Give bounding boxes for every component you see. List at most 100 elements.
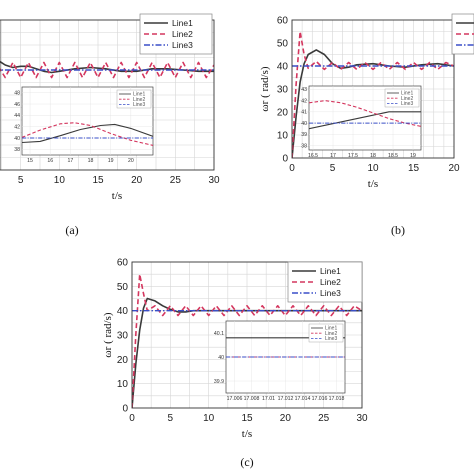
chart-b-frame — [291, 19, 455, 159]
chart-a-inset-legend-label: Line3 — [133, 102, 145, 108]
chart-b-ytick-label: 0 — [282, 154, 288, 165]
chart-b-xtick-label: 15 — [408, 163, 420, 174]
chart-b-inset-legend-label: Line2 — [401, 96, 413, 102]
chart-b-inset-legend-label: Line3 — [401, 101, 413, 107]
chart-c: 0 5 10 15 20 25 30 0 10 20 30 40 50 60 t/s ωr ( rad/s) L… — [102, 258, 368, 470]
chart-b-inset-xtick-label: 16.5 — [308, 153, 318, 159]
chart-b-legend-box — [451, 13, 474, 55]
chart-b-xtick-label: 5 — [330, 163, 336, 174]
chart-b-inset-xtick-label: 17.5 — [348, 153, 358, 159]
chart-c-xlabel: t/s — [242, 428, 252, 440]
chart-b-caption: (b) — [391, 223, 405, 237]
chart-c-plot — [132, 273, 362, 408]
chart-a-inset-legend-box — [116, 89, 152, 109]
chart-b-inset-xtick-label: 19 — [410, 153, 416, 159]
chart-b-inset-xtick-label: 17 — [330, 153, 336, 159]
chart-c-inset-xtick-label: 17.016 — [312, 396, 328, 402]
chart-b-plot — [292, 30, 454, 158]
chart-b-ytick-label: 60 — [277, 16, 289, 27]
chart-b-inset-legend-label: Line1 — [401, 91, 413, 97]
chart-b-ytick-label: 50 — [277, 39, 289, 50]
chart-a-inset-ytick-label: 46 — [14, 102, 20, 108]
chart-c-ylabel: ωr ( rad/s) — [102, 312, 114, 357]
chart-b-ytick-label: 30 — [277, 85, 289, 96]
chart-c-ytick-label: 30 — [117, 331, 129, 342]
chart-c-xtick-label: 20 — [280, 413, 292, 424]
chart-a-series-line1 — [0, 60, 214, 74]
chart-b-xtick-label: 10 — [367, 163, 379, 174]
chart-c-ytick-label: 40 — [117, 306, 129, 317]
chart-b-ytick-label: 40 — [277, 62, 289, 73]
chart-c-xtick-label: 30 — [356, 413, 368, 424]
chart-a-inset-series-line2 — [22, 122, 153, 146]
chart-b-inset: 16.5 17 17.5 18 18.5 19 38 39 40 41 42 43 Line1Line2… — [301, 85, 422, 159]
chart-c-inset-xtick-label: 17.018 — [329, 396, 345, 402]
chart-c-xtick-label: 10 — [203, 413, 215, 424]
chart-a-xlabel: t/s — [112, 190, 122, 202]
chart-a-caption: (a) — [65, 223, 78, 237]
chart-c-inset-xtick-label: 17.012 — [278, 396, 294, 402]
chart-c-inset: 17.006 17.008 17.01 17.012 17.014 17.016 17.01… — [214, 320, 346, 402]
chart-a-inset-ytick-label: 40 — [14, 136, 20, 142]
chart-a-xtick-label: 10 — [54, 175, 66, 186]
chart-a-inset-ytick-label: 44 — [14, 113, 20, 119]
chart-b-inset-ytick-label: 40 — [301, 121, 307, 127]
chart-c-inset-legend-label: Line1 — [325, 326, 337, 332]
chart-a-inset-legend-label: Line2 — [133, 97, 145, 103]
chart-a-frame — [0, 19, 215, 171]
chart-c-ytick-label: 20 — [117, 355, 129, 366]
chart-c-inset-legend-box — [308, 323, 344, 343]
chart-a-legend-label: Line1 — [172, 18, 193, 28]
chart-a-plot — [0, 60, 214, 79]
chart-b-ytick-label: 20 — [277, 108, 289, 119]
chart-b-ylabel: ωr ( rad/s) — [259, 66, 271, 111]
chart-c-inset-xtick-label: 17.008 — [244, 396, 260, 402]
chart-a-inset-xtick-label: 19 — [108, 158, 114, 164]
chart-b: 0 5 10 15 20 0 10 20 30 40 50 60 t/s ωr ( rad/s) 16.5 1… — [259, 13, 474, 237]
chart-b-inset-ytick-label: 38 — [301, 143, 307, 149]
chart-c-inset-ytick-label: 40 — [218, 355, 224, 361]
chart-c-legend-label: Line1 — [320, 266, 341, 276]
chart-b-inset-ytick-label: 42 — [301, 98, 307, 104]
chart-c-inset-xtick-label: 17.006 — [227, 396, 243, 402]
chart-c-xtick-label: 15 — [241, 413, 253, 424]
chart-a-xtick-label: 30 — [208, 175, 220, 186]
chart-c-ytick-label: 60 — [117, 258, 129, 269]
chart-a-inset-xtick-label: 17 — [67, 158, 73, 164]
chart-b-inset-xtick-label: 18 — [370, 153, 376, 159]
chart-a-legend-label: Line2 — [172, 29, 193, 39]
chart-b-inset-xtick-label: 18.5 — [388, 153, 398, 159]
chart-c-ytick-label: 0 — [122, 404, 128, 415]
chart-c-xtick-label: 5 — [168, 413, 174, 424]
chart-b-inset-plot — [309, 100, 421, 130]
chart-c-ytick-label: 50 — [117, 282, 129, 293]
chart-b-ytick-label: 10 — [277, 131, 289, 142]
chart-c-ytick-label: 10 — [117, 379, 129, 390]
chart-c-xtick-label: 0 — [129, 413, 135, 424]
chart-a-xtick-label: 5 — [18, 175, 24, 186]
chart-b-inset-ytick-label: 39 — [301, 132, 307, 138]
chart-b-xtick-label: 0 — [289, 163, 295, 174]
chart-c-frame — [131, 261, 363, 409]
chart-c-inset-xtick-label: 17.01 — [262, 396, 275, 402]
chart-a-xtick-label: 15 — [92, 175, 104, 186]
chart-c-inset-ytick-label: 39.9 — [214, 379, 224, 385]
chart-a-inset-series-line1 — [22, 123, 153, 144]
chart-a-inset-ytick-label: 42 — [14, 124, 20, 130]
chart-c-series-line2 — [132, 273, 362, 408]
chart-a-inset-ytick-label: 48 — [14, 90, 20, 96]
chart-c-inset-ytick-label: 40.1 — [214, 331, 224, 337]
chart-b-inset-series-line1 — [309, 111, 421, 130]
chart-a-inset-plot — [22, 122, 153, 146]
chart-b-xlabel: t/s — [368, 178, 378, 190]
chart-b-inset-ytick-label: 43 — [301, 87, 307, 93]
chart-a-xtick-label: 20 — [131, 175, 143, 186]
chart-b-legend — [451, 13, 474, 55]
chart-b-xtick-label: 20 — [448, 163, 460, 174]
chart-c-xtick-label: 25 — [318, 413, 330, 424]
chart-c-inset-xtick-label: 17.014 — [295, 396, 311, 402]
